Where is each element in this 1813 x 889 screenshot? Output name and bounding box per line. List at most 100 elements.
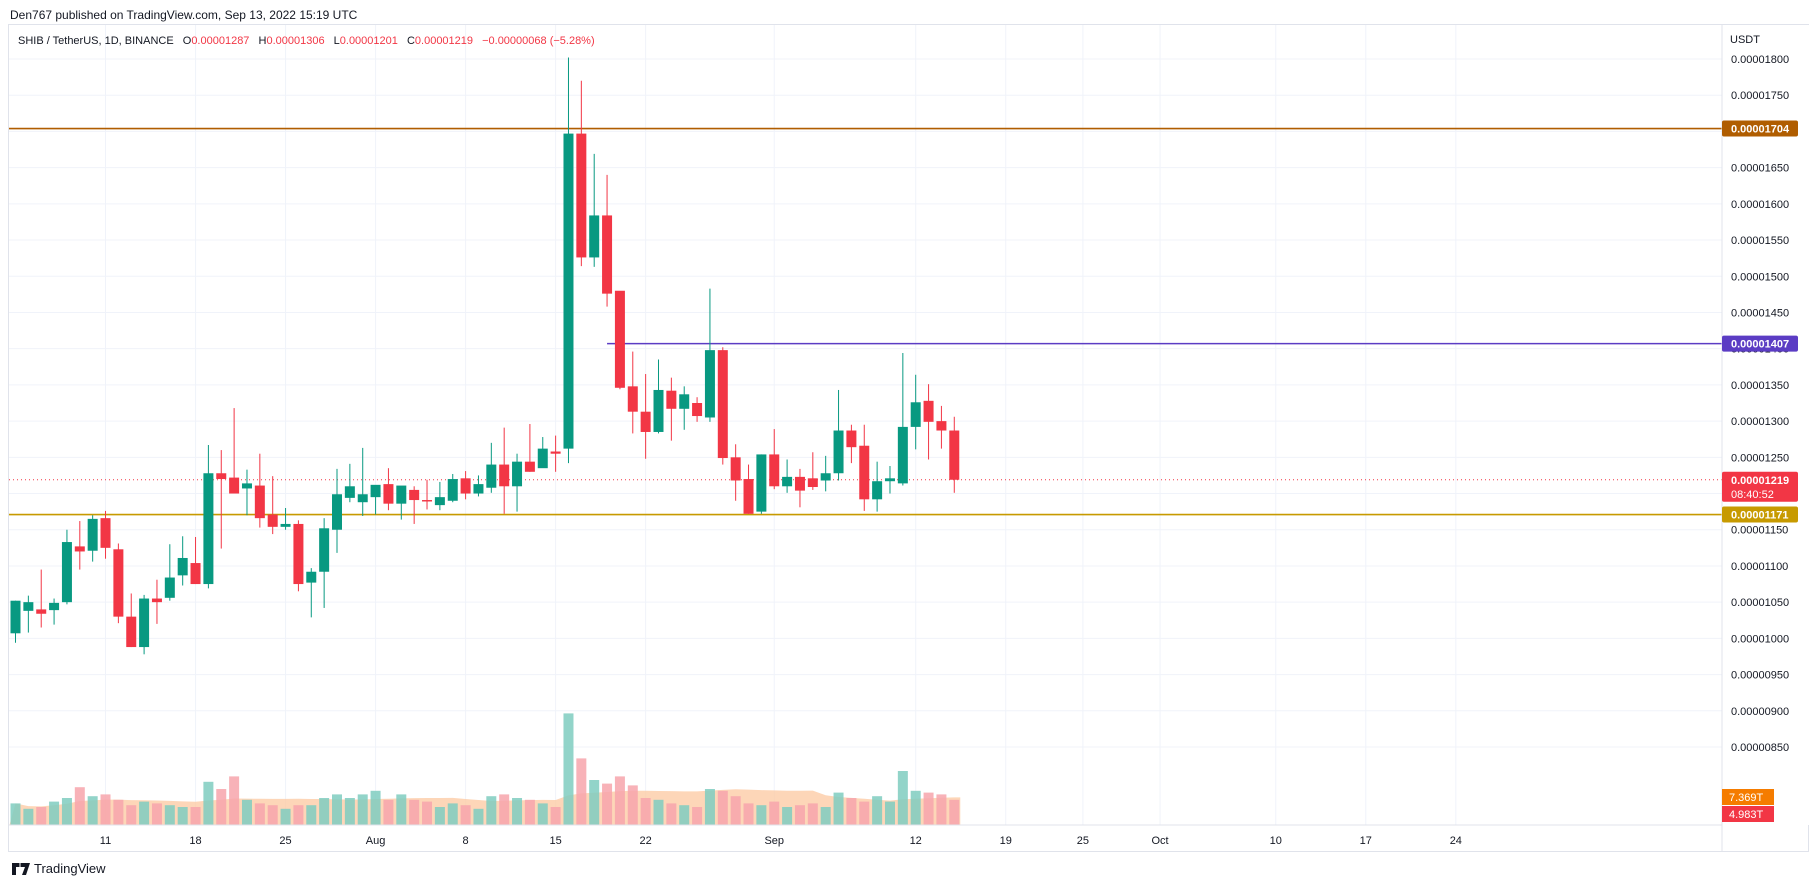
candle-body[interactable] <box>563 133 574 449</box>
candle-body[interactable] <box>126 616 137 648</box>
price-axis-tick: 0.00001650 <box>1731 163 1789 175</box>
volume-bar <box>36 807 47 825</box>
candle-body[interactable] <box>241 483 252 489</box>
candle-body[interactable] <box>743 479 754 514</box>
candle-body[interactable] <box>897 426 908 484</box>
candle-body[interactable] <box>113 549 124 617</box>
volume-bar <box>87 796 98 825</box>
candle-body[interactable] <box>589 215 600 258</box>
candle-body[interactable] <box>396 485 407 504</box>
candle-body[interactable] <box>653 389 664 432</box>
volume-bar <box>692 807 703 825</box>
volume-bar <box>280 808 291 825</box>
candle-body[interactable] <box>357 494 368 503</box>
candle-body[interactable] <box>807 478 818 488</box>
volume-bar <box>267 805 278 825</box>
candle-body[interactable] <box>254 485 265 519</box>
candle-body[interactable] <box>229 477 240 494</box>
candle-body[interactable] <box>139 598 150 648</box>
candle-body[interactable] <box>820 473 831 481</box>
volume-bar <box>923 792 934 825</box>
candle-body[interactable] <box>923 400 934 422</box>
candle-body[interactable] <box>23 602 34 611</box>
candle-body[interactable] <box>190 563 201 585</box>
candle-body[interactable] <box>537 448 548 469</box>
candle-body[interactable] <box>422 500 433 502</box>
candle-body[interactable] <box>306 571 317 583</box>
time-axis-tick: 19 <box>1000 835 1012 847</box>
volume-bar <box>614 776 625 825</box>
candle-body[interactable] <box>383 484 394 504</box>
volume-bar <box>679 805 690 825</box>
candle-body[interactable] <box>936 421 947 431</box>
candle-body[interactable] <box>756 454 767 512</box>
candle-body[interactable] <box>460 478 471 494</box>
candle-body[interactable] <box>576 133 587 258</box>
candle-body[interactable] <box>884 478 895 482</box>
volume-bar <box>447 803 458 825</box>
candle-body[interactable] <box>679 394 690 409</box>
candle-body[interactable] <box>151 598 162 603</box>
candle-body[interactable] <box>409 489 420 501</box>
tradingview-footer[interactable]: TradingView <box>12 861 106 876</box>
candle-body[interactable] <box>524 461 535 472</box>
candle-body[interactable] <box>447 479 458 501</box>
volume-bar <box>717 790 728 825</box>
volume-bar <box>409 799 420 825</box>
legend-symbol[interactable]: SHIB / TetherUS, 1D, BINANCE <box>18 35 174 47</box>
candle-body[interactable] <box>627 386 638 412</box>
candle-body[interactable] <box>74 546 85 552</box>
candle-body[interactable] <box>666 390 677 409</box>
candle-body[interactable] <box>846 430 857 448</box>
volume-bar <box>640 798 651 825</box>
candle-body[interactable] <box>872 481 883 500</box>
volume-ma-tag-bg <box>1722 789 1774 805</box>
candle-body[interactable] <box>100 518 111 548</box>
volume-bar <box>846 798 857 825</box>
candle-body[interactable] <box>280 523 291 527</box>
candle-body[interactable] <box>177 557 188 576</box>
candle-body[interactable] <box>164 577 175 598</box>
candle-body[interactable] <box>434 497 445 506</box>
candle-body[interactable] <box>602 215 613 294</box>
candle-body[interactable] <box>910 402 921 427</box>
candle-body[interactable] <box>267 514 278 527</box>
candle-body[interactable] <box>640 411 651 432</box>
candle-body[interactable] <box>49 602 60 611</box>
candle-body[interactable] <box>216 473 227 480</box>
volume-bar <box>10 803 21 825</box>
candle-body[interactable] <box>332 494 342 530</box>
candle-body[interactable] <box>782 476 793 487</box>
candle-body[interactable] <box>344 486 355 498</box>
candle-body[interactable] <box>692 403 703 417</box>
volume-bar <box>782 807 793 825</box>
candle-body[interactable] <box>730 457 741 481</box>
candle-body[interactable] <box>370 484 381 498</box>
candle-body[interactable] <box>859 445 870 500</box>
volume-bar <box>164 805 175 825</box>
candle-body[interactable] <box>614 290 625 388</box>
candle-body[interactable] <box>794 476 805 491</box>
candle-body[interactable] <box>949 430 960 480</box>
price-axis-tick: 0.00001000 <box>1731 633 1789 645</box>
candle-body[interactable] <box>769 454 780 487</box>
candle-body[interactable] <box>704 350 715 418</box>
candle-body[interactable] <box>512 461 523 487</box>
time-axis-tick: 24 <box>1450 835 1462 847</box>
candle-body[interactable] <box>717 350 728 459</box>
candle-body[interactable] <box>473 484 484 494</box>
candle-body[interactable] <box>293 523 304 585</box>
volume-bar <box>370 790 381 825</box>
candle-body[interactable] <box>203 473 214 585</box>
candle-body[interactable] <box>833 430 844 474</box>
candle-body[interactable] <box>486 464 497 488</box>
candle-body[interactable] <box>87 518 98 551</box>
candle-body[interactable] <box>10 600 21 634</box>
volume-bar <box>486 796 497 825</box>
candle-body[interactable] <box>550 451 561 454</box>
candle-body[interactable] <box>36 609 47 614</box>
candle-body[interactable] <box>319 528 330 572</box>
candle-body[interactable] <box>61 542 72 603</box>
candle-body[interactable] <box>499 464 510 487</box>
